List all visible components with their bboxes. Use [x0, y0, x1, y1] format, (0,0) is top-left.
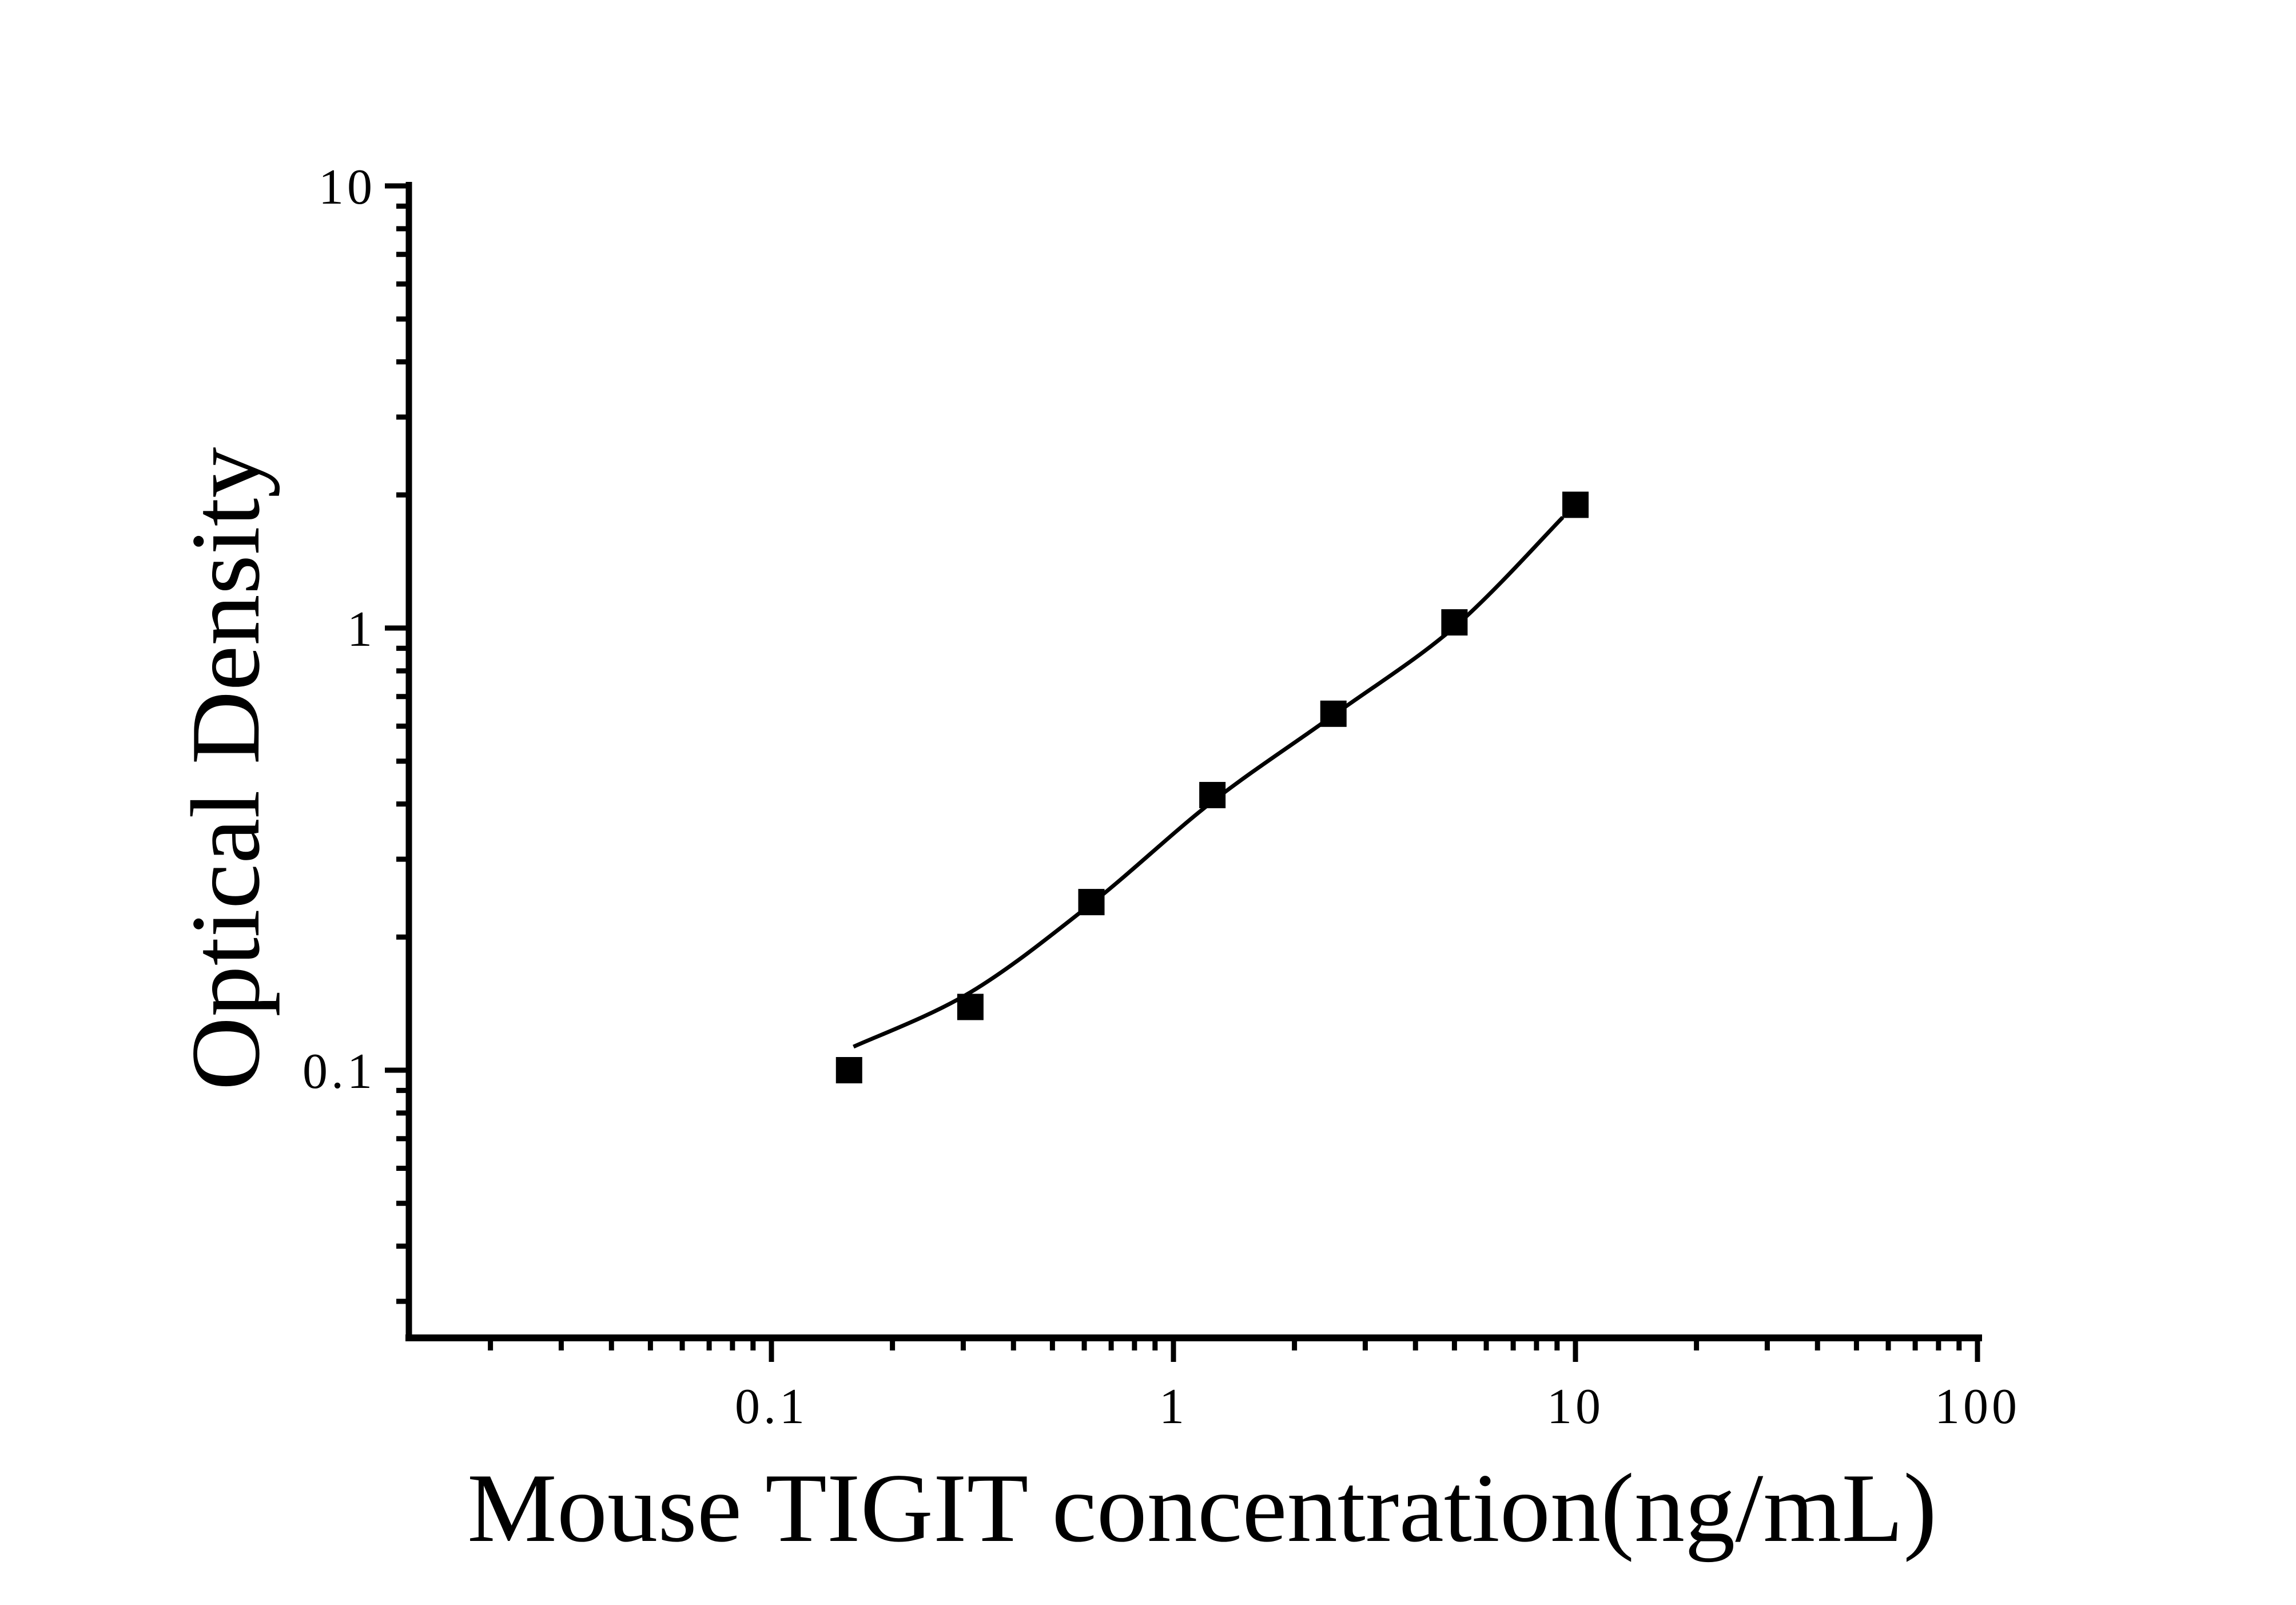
data-point-marker	[1320, 700, 1347, 727]
y-axis-title: Optical Density	[172, 447, 280, 1091]
x-axis-ticks	[488, 1338, 1980, 1362]
x-tick-label: 0.1	[735, 1379, 808, 1435]
x-tick-label: 1	[1159, 1379, 1188, 1435]
data-point-marker	[957, 994, 984, 1020]
x-tick-label: 100	[1935, 1379, 2020, 1435]
y-axis-ticks	[385, 183, 409, 1304]
axes	[405, 182, 1982, 1341]
y-axis-tick-labels: 0.1 1 10	[303, 160, 376, 1099]
y-tick-label: 10	[319, 160, 376, 215]
data-point-marker	[1562, 491, 1589, 518]
x-tick-label: 10	[1547, 1379, 1604, 1435]
y-tick-label: 0.1	[303, 1044, 376, 1099]
data-point-marker	[1441, 609, 1468, 636]
y-tick-label: 1	[347, 602, 376, 657]
data-series	[835, 491, 1589, 1083]
data-point-marker	[1078, 889, 1105, 916]
x-axis-tick-labels: 0.1 1 10 100	[735, 1379, 2020, 1435]
data-point-marker	[835, 1057, 862, 1083]
x-axis-title: Mouse TIGIT concentration(ng/mL)	[467, 1454, 1937, 1563]
data-point-marker	[1199, 782, 1226, 809]
